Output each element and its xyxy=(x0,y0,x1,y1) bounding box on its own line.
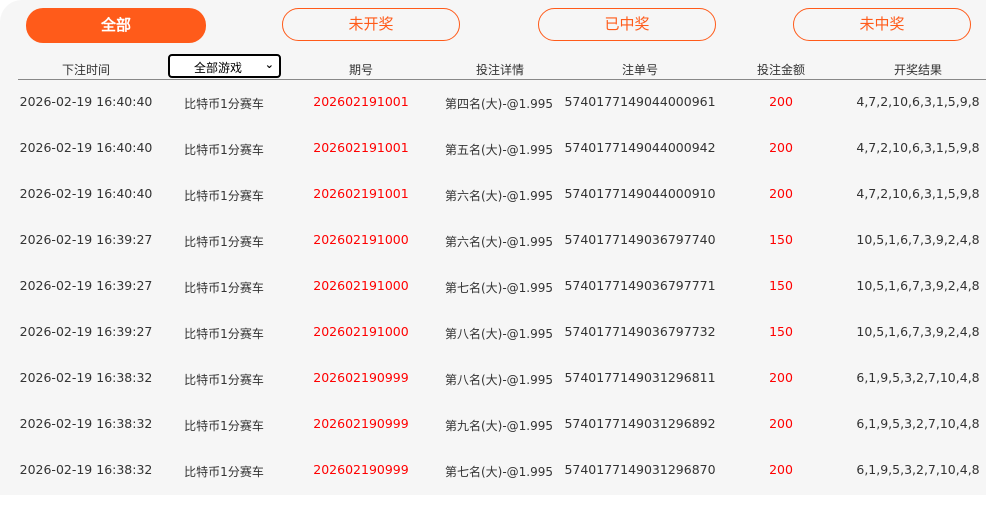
period: 202602191000 xyxy=(313,278,409,293)
order-number: 5740177149036797732 xyxy=(564,324,716,339)
bet-amount: 150 xyxy=(769,324,793,339)
table-row: 2026-02-19 16:39:27 比特币1分赛车 202602191000 第八… xyxy=(0,324,986,370)
tab-lost[interactable]: 未中奖 xyxy=(793,8,971,41)
bet-time: 2026-02-19 16:38:32 xyxy=(19,462,153,477)
table-row: 2026-02-19 16:40:40 比特币1分赛车 202602191001 第五… xyxy=(0,140,986,186)
header-period: 期号 xyxy=(348,63,374,77)
period: 202602191001 xyxy=(313,186,409,201)
game-name: 比特币1分赛车 xyxy=(184,235,264,249)
order-number: 5740177149031296892 xyxy=(564,416,716,431)
tab-won[interactable]: 已中奖 xyxy=(538,8,716,41)
order-number: 5740177149031296811 xyxy=(564,370,716,385)
draw-result: 6,1,9,5,3,2,7,10,4,8 xyxy=(856,416,980,431)
bet-detail: 第八名(大)-@1.995 xyxy=(444,327,554,341)
game-name: 比特币1分赛车 xyxy=(184,465,264,479)
table-row: 2026-02-19 16:38:32 比特币1分赛车 202602190999 第九… xyxy=(0,416,986,462)
bet-time: 2026-02-19 16:40:40 xyxy=(19,186,153,201)
period: 202602191000 xyxy=(313,232,409,247)
bet-time: 2026-02-19 16:40:40 xyxy=(19,140,153,155)
game-name: 比特币1分赛车 xyxy=(184,189,264,203)
bet-detail: 第四名(大)-@1.995 xyxy=(444,97,554,111)
table-header: 下注时间 期号 投注详情 注单号 投注金额 开奖结果 xyxy=(18,58,986,80)
bet-amount: 200 xyxy=(769,462,793,477)
table-row: 2026-02-19 16:39:27 比特币1分赛车 202602191000 第六… xyxy=(0,232,986,278)
period: 202602190999 xyxy=(313,416,409,431)
bet-amount: 200 xyxy=(769,94,793,109)
bet-time: 2026-02-19 16:40:40 xyxy=(19,94,153,109)
draw-result: 6,1,9,5,3,2,7,10,4,8 xyxy=(856,370,980,385)
table-row: 2026-02-19 16:39:27 比特币1分赛车 202602191000 第七… xyxy=(0,278,986,324)
draw-result: 10,5,1,6,7,3,9,2,4,8 xyxy=(856,324,980,339)
table-row: 2026-02-19 16:38:32 比特币1分赛车 202602190999 第七… xyxy=(0,462,986,508)
draw-result: 6,1,9,5,3,2,7,10,4,8 xyxy=(856,462,980,477)
table-row: 2026-02-19 16:40:40 比特币1分赛车 202602191001 第四… xyxy=(0,94,986,140)
tab-all[interactable]: 全部 xyxy=(26,8,206,43)
period: 202602190999 xyxy=(313,370,409,385)
status-tabs: 全部 未开奖 已中奖 未中奖 xyxy=(0,8,986,43)
bet-amount: 200 xyxy=(769,370,793,385)
bet-detail: 第六名(大)-@1.995 xyxy=(444,189,554,203)
tab-not-drawn[interactable]: 未开奖 xyxy=(282,8,460,41)
bet-time: 2026-02-19 16:39:27 xyxy=(19,278,153,293)
draw-result: 10,5,1,6,7,3,9,2,4,8 xyxy=(856,232,980,247)
bet-detail: 第八名(大)-@1.995 xyxy=(444,373,554,387)
draw-result: 4,7,2,10,6,3,1,5,9,8 xyxy=(856,94,980,109)
table-row: 2026-02-19 16:38:32 比特币1分赛车 202602190999 第八… xyxy=(0,370,986,416)
header-order-number: 注单号 xyxy=(621,63,659,77)
game-name: 比特币1分赛车 xyxy=(184,419,264,433)
order-number: 5740177149044000910 xyxy=(564,186,716,201)
table-row: 2026-02-19 16:40:40 比特币1分赛车 202602191001 第六… xyxy=(0,186,986,232)
bet-amount: 150 xyxy=(769,278,793,293)
game-filter-value: 全部游戏 xyxy=(194,61,243,75)
period: 202602190999 xyxy=(313,462,409,477)
game-name: 比特币1分赛车 xyxy=(184,327,264,341)
game-filter-select[interactable]: 全部游戏 ⌄ xyxy=(168,54,281,78)
bet-time: 2026-02-19 16:39:27 xyxy=(19,232,153,247)
draw-result: 4,7,2,10,6,3,1,5,9,8 xyxy=(856,140,980,155)
order-number: 5740177149036797771 xyxy=(564,278,716,293)
bet-detail: 第六名(大)-@1.995 xyxy=(444,235,554,249)
header-bet-amount: 投注金额 xyxy=(756,63,806,77)
game-name: 比特币1分赛车 xyxy=(184,97,264,111)
order-number: 5740177149036797740 xyxy=(564,232,716,247)
period: 202602191001 xyxy=(313,94,409,109)
bet-time: 2026-02-19 16:38:32 xyxy=(19,370,153,385)
bet-detail: 第七名(大)-@1.995 xyxy=(444,281,554,295)
header-draw-result: 开奖结果 xyxy=(893,63,943,77)
bet-detail: 第九名(大)-@1.995 xyxy=(444,419,554,433)
bet-amount: 150 xyxy=(769,232,793,247)
draw-result: 4,7,2,10,6,3,1,5,9,8 xyxy=(856,186,980,201)
bet-detail: 第五名(大)-@1.995 xyxy=(444,143,554,157)
game-name: 比特币1分赛车 xyxy=(184,281,264,295)
period: 202602191001 xyxy=(313,140,409,155)
bet-time: 2026-02-19 16:39:27 xyxy=(19,324,153,339)
header-bet-detail: 投注详情 xyxy=(475,63,525,77)
bet-time: 2026-02-19 16:38:32 xyxy=(19,416,153,431)
bet-amount: 200 xyxy=(769,416,793,431)
chevron-down-icon: ⌄ xyxy=(264,58,274,71)
header-bet-time: 下注时间 xyxy=(61,63,111,77)
bet-amount: 200 xyxy=(769,186,793,201)
bet-detail: 第七名(大)-@1.995 xyxy=(444,465,554,479)
bet-amount: 200 xyxy=(769,140,793,155)
draw-result: 10,5,1,6,7,3,9,2,4,8 xyxy=(856,278,980,293)
bet-records-panel: 全部 未开奖 已中奖 未中奖 下注时间 期号 投注详情 注单号 投注金额 开奖结… xyxy=(0,8,986,479)
game-name: 比特币1分赛车 xyxy=(184,143,264,157)
period: 202602191000 xyxy=(313,324,409,339)
order-number: 5740177149044000942 xyxy=(564,140,716,155)
game-name: 比特币1分赛车 xyxy=(184,373,264,387)
order-number: 5740177149044000961 xyxy=(564,94,716,109)
order-number: 5740177149031296870 xyxy=(564,462,716,477)
